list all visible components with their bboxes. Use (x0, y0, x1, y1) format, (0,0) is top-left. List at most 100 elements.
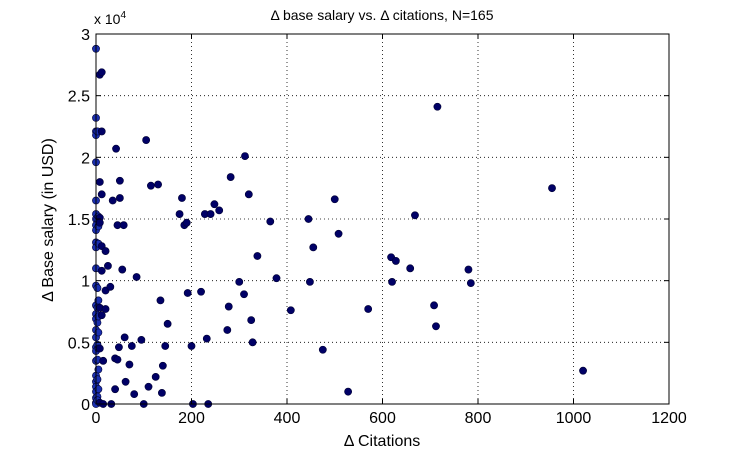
data-point (99, 356, 108, 365)
data-point (183, 289, 192, 297)
data-point (334, 229, 343, 238)
data-point (101, 305, 110, 313)
x-tick-label: 600 (369, 410, 396, 427)
data-point (95, 344, 104, 353)
data-point (433, 102, 442, 111)
data-point (93, 284, 102, 292)
data-point (182, 218, 191, 227)
data-point (157, 388, 166, 397)
data-point (95, 218, 104, 227)
data-point (108, 196, 117, 205)
y-exponent-base: x 10 (94, 11, 121, 27)
x-tick-label: 800 (465, 410, 492, 427)
data-point (94, 365, 103, 374)
data-point (579, 366, 587, 375)
data-point (97, 127, 106, 136)
data-point (344, 387, 353, 396)
data-point (215, 206, 224, 215)
data-point (125, 360, 134, 369)
data-point (223, 326, 232, 334)
data-point (151, 372, 160, 381)
y-tick-label: 2 (81, 150, 90, 167)
data-point (272, 274, 281, 283)
data-point (97, 190, 106, 199)
x-tick-label: 200 (178, 410, 205, 427)
data-point (206, 210, 215, 218)
data-point (548, 184, 556, 193)
y-axis-exponent: x 104 (94, 10, 126, 27)
data-point (97, 266, 106, 275)
data-point (94, 296, 103, 305)
chart-title: Δ base salary vs. Δ citations, N=165 (271, 7, 494, 23)
data-point (132, 273, 141, 281)
y-axis-label: Δ Base salary (in USD) (40, 138, 57, 302)
data-point (432, 322, 440, 331)
data-point (240, 290, 248, 299)
data-point (187, 342, 196, 350)
x-tick-label: 1200 (651, 410, 687, 427)
data-point (115, 343, 123, 352)
x-tick-label: 400 (274, 410, 301, 427)
data-point (112, 144, 120, 153)
data-point (464, 265, 473, 274)
data-point (253, 252, 262, 260)
data-point (111, 385, 119, 394)
data-point (97, 311, 106, 320)
data-point (95, 178, 104, 186)
data-point (309, 243, 318, 252)
x-tick-labels: 0 200 400 600 800 1000 1200 (92, 410, 687, 427)
data-point (119, 221, 128, 230)
data-point (202, 334, 211, 343)
data-point (94, 385, 103, 394)
y-exponent-power: 4 (120, 10, 126, 21)
data-point (247, 316, 256, 325)
data-point (156, 296, 165, 305)
data-point (101, 247, 110, 255)
data-point (391, 257, 400, 265)
data-point (120, 333, 129, 342)
y-tick-label: 1 (81, 274, 90, 291)
data-point (142, 136, 151, 144)
data-point (210, 200, 219, 209)
data-point (147, 181, 155, 190)
data-point (106, 282, 115, 291)
y-tick-label: 3 (81, 27, 90, 44)
data-point (118, 265, 127, 274)
data-point (266, 217, 275, 226)
data-point (94, 328, 103, 337)
data-point (318, 345, 327, 354)
data-point (104, 261, 112, 270)
x-axis-label: Δ Citations (344, 433, 421, 450)
data-point (286, 306, 295, 315)
y-tick-labels: 0 0.5 1 1.5 2 2.5 3 (68, 27, 90, 414)
data-point (430, 301, 438, 310)
x-tick-label: 1000 (556, 410, 592, 427)
data-point (244, 190, 253, 199)
data-point (178, 194, 186, 202)
data-point (161, 342, 170, 350)
data-point (93, 375, 102, 384)
data-point (364, 305, 373, 313)
data-point (137, 335, 146, 344)
tick-marks (95, 33, 670, 405)
data-point (154, 180, 162, 189)
data-point (175, 210, 184, 218)
data-point (304, 215, 313, 223)
y-tick-label: 1.5 (68, 212, 90, 229)
x-tick-label: 0 (92, 410, 101, 427)
data-point (130, 390, 139, 399)
data-point (163, 319, 172, 328)
data-point (197, 287, 205, 296)
data-point (115, 176, 124, 185)
data-point (466, 279, 475, 288)
data-point (121, 377, 130, 386)
y-tick-label: 2.5 (68, 89, 90, 106)
data-point (97, 68, 106, 77)
data-point (144, 382, 153, 391)
data-point (306, 277, 314, 286)
data-point (127, 342, 136, 350)
y-tick-label: 0 (81, 397, 90, 414)
data-point (248, 338, 257, 347)
